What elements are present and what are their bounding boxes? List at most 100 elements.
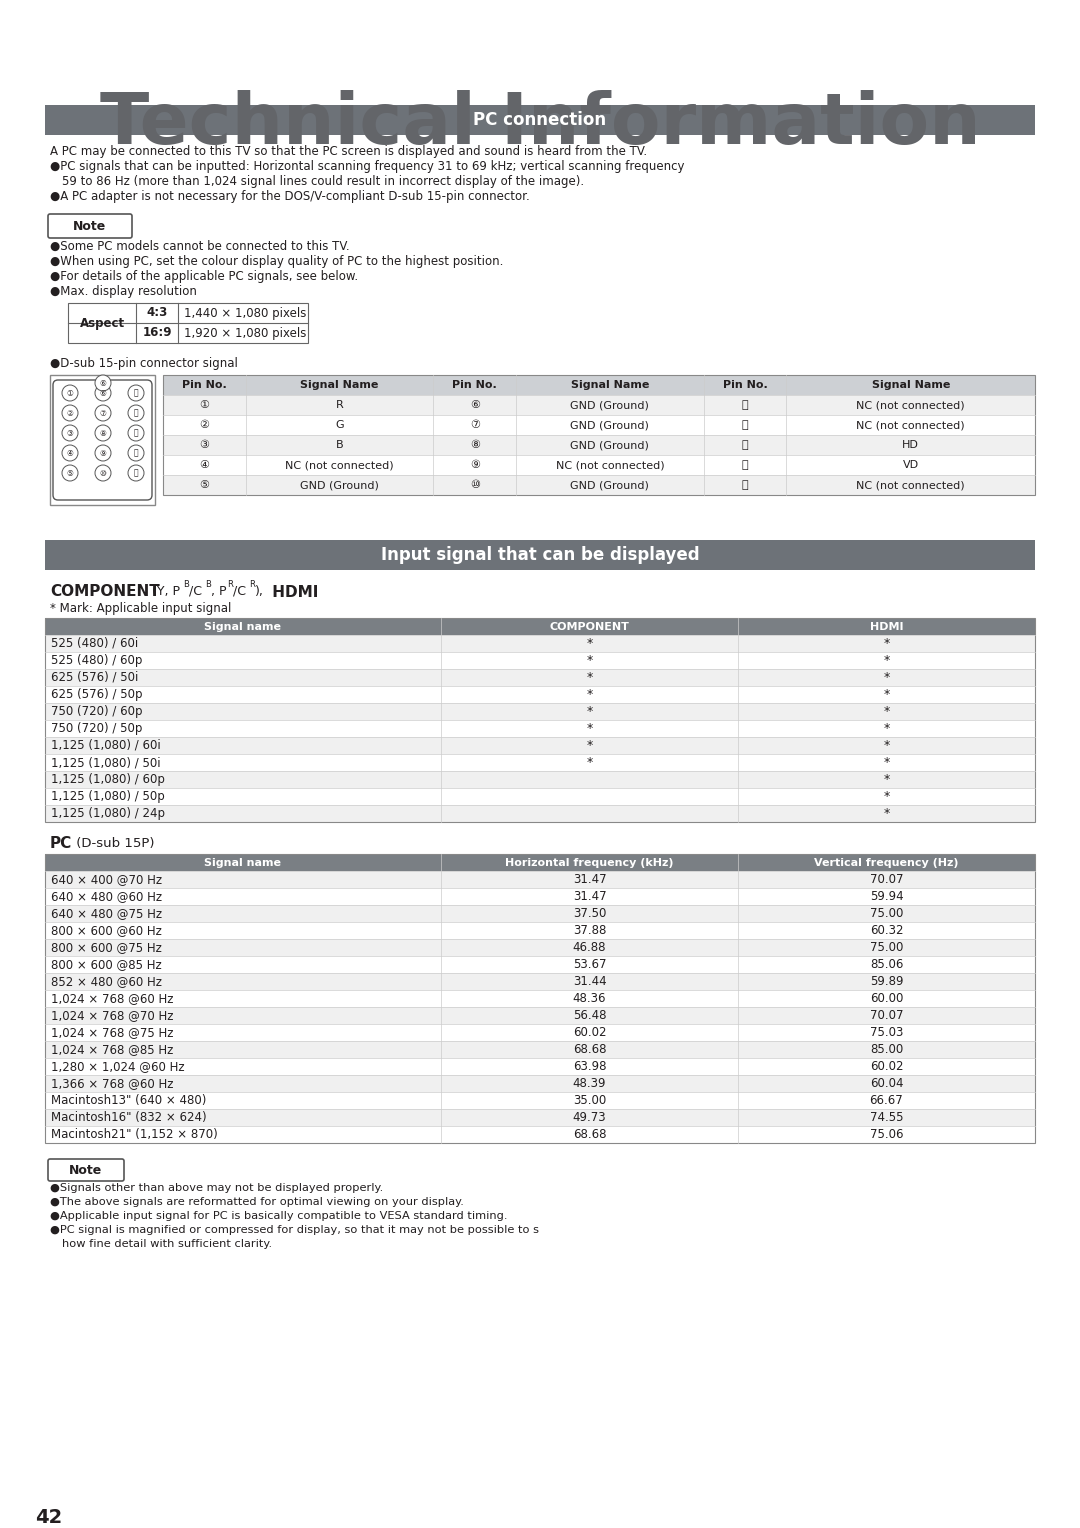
Text: 53.67: 53.67 (572, 958, 606, 970)
Text: ●For details of the applicable PC signals, see below.: ●For details of the applicable PC signal… (50, 270, 359, 283)
Text: 1,440 × 1,080 pixels: 1,440 × 1,080 pixels (184, 307, 307, 319)
Text: 46.88: 46.88 (572, 941, 606, 953)
Text: 37.50: 37.50 (572, 908, 606, 920)
Text: 1,125 (1,080) / 60p: 1,125 (1,080) / 60p (51, 773, 165, 785)
Text: HDMI: HDMI (267, 585, 319, 601)
Text: 31.47: 31.47 (572, 889, 606, 903)
Text: ⑪: ⑪ (134, 388, 138, 397)
Text: HDMI: HDMI (869, 622, 903, 631)
Circle shape (62, 425, 78, 442)
Text: *: * (883, 790, 890, 804)
Text: ●PC signals that can be inputted: Horizontal scanning frequency 31 to 69 kHz; ve: ●PC signals that can be inputted: Horizo… (50, 160, 685, 173)
Text: Macintosh21" (1,152 × 870): Macintosh21" (1,152 × 870) (51, 1128, 218, 1141)
Text: 852 × 480 @60 Hz: 852 × 480 @60 Hz (51, 975, 162, 989)
Text: ②: ② (67, 408, 73, 417)
Text: 70.07: 70.07 (869, 1008, 903, 1022)
Bar (163, 416, 1035, 435)
Text: 85.00: 85.00 (869, 1044, 903, 1056)
Bar (45, 539, 1035, 570)
Text: 59 to 86 Hz (more than 1,024 signal lines could result in incorrect display of t: 59 to 86 Hz (more than 1,024 signal line… (62, 176, 584, 188)
Text: * Mark: Applicable input signal: * Mark: Applicable input signal (50, 602, 231, 614)
Circle shape (95, 445, 111, 461)
Text: Input signal that can be displayed: Input signal that can be displayed (380, 545, 700, 564)
Text: ⑥: ⑥ (99, 388, 107, 397)
Text: NC (not connected): NC (not connected) (856, 480, 966, 490)
Bar (45, 871, 1035, 888)
Circle shape (129, 465, 144, 481)
Text: *: * (883, 740, 890, 752)
Text: G: G (335, 420, 343, 429)
Text: R: R (249, 581, 255, 588)
Text: 800 × 600 @75 Hz: 800 × 600 @75 Hz (51, 941, 162, 953)
Circle shape (95, 374, 111, 391)
Text: (Y, P: (Y, P (148, 585, 180, 597)
Bar (45, 105, 1035, 134)
Text: ⑳: ⑳ (742, 440, 748, 451)
Bar (45, 805, 1035, 822)
Text: ⑭: ⑭ (134, 449, 138, 457)
Text: GND (Ground): GND (Ground) (570, 400, 649, 410)
Text: 68.68: 68.68 (572, 1128, 606, 1141)
Text: 59.94: 59.94 (869, 889, 903, 903)
Circle shape (129, 445, 144, 461)
Text: GND (Ground): GND (Ground) (570, 420, 649, 429)
Text: 625 (576) / 50p: 625 (576) / 50p (51, 688, 143, 701)
Bar (45, 636, 1035, 652)
Text: Note: Note (69, 1163, 103, 1177)
Text: GND (Ground): GND (Ground) (300, 480, 379, 490)
Bar (45, 686, 1035, 703)
Text: GND (Ground): GND (Ground) (570, 440, 649, 451)
Circle shape (95, 405, 111, 422)
Text: ⑵: ⑵ (742, 480, 748, 490)
Text: *: * (586, 671, 593, 685)
Text: 59.89: 59.89 (869, 975, 903, 989)
Bar (68, 303, 308, 342)
Text: 1,366 × 768 @60 Hz: 1,366 × 768 @60 Hz (51, 1077, 174, 1089)
Text: 70.07: 70.07 (869, 872, 903, 886)
Text: how fine detail with sufficient clarity.: how fine detail with sufficient clarity. (62, 1239, 272, 1248)
Text: *: * (883, 807, 890, 821)
Circle shape (62, 465, 78, 481)
Text: *: * (883, 723, 890, 735)
Text: 68.68: 68.68 (572, 1044, 606, 1056)
Text: 1,125 (1,080) / 60i: 1,125 (1,080) / 60i (51, 740, 161, 752)
Text: R: R (227, 581, 233, 588)
Text: COMPONENT: COMPONENT (50, 584, 160, 599)
Bar (45, 788, 1035, 805)
Bar (163, 374, 1035, 495)
Text: *: * (586, 740, 593, 752)
Text: 60.02: 60.02 (572, 1025, 606, 1039)
Circle shape (62, 405, 78, 422)
Text: , P: , P (211, 585, 227, 597)
Text: Vertical frequency (Hz): Vertical frequency (Hz) (814, 857, 959, 868)
Text: Signal name: Signal name (204, 857, 282, 868)
Text: Signal Name: Signal Name (872, 380, 950, 390)
Text: *: * (586, 637, 593, 649)
Text: 4:3: 4:3 (147, 307, 167, 319)
Text: GND (Ground): GND (Ground) (570, 480, 649, 490)
Text: 31.47: 31.47 (572, 872, 606, 886)
Text: ●PC signal is magnified or compressed for display, so that it may not be possibl: ●PC signal is magnified or compressed fo… (50, 1225, 539, 1235)
Text: B: B (336, 440, 343, 451)
Bar (163, 396, 1035, 416)
Text: 60.00: 60.00 (869, 992, 903, 1005)
Circle shape (129, 385, 144, 400)
Text: *: * (883, 654, 890, 668)
Bar (163, 435, 1035, 455)
Text: 525 (480) / 60i: 525 (480) / 60i (51, 637, 138, 649)
Text: Signal Name: Signal Name (570, 380, 649, 390)
Text: 75.00: 75.00 (869, 908, 903, 920)
Text: 75.00: 75.00 (869, 941, 903, 953)
Bar (45, 1093, 1035, 1109)
Text: ⑦: ⑦ (99, 408, 107, 417)
Text: 1,024 × 768 @75 Hz: 1,024 × 768 @75 Hz (51, 1025, 174, 1039)
Text: 1,024 × 768 @70 Hz: 1,024 × 768 @70 Hz (51, 1008, 174, 1022)
Bar (45, 617, 1035, 822)
Text: 640 × 480 @75 Hz: 640 × 480 @75 Hz (51, 908, 162, 920)
Text: ⑱: ⑱ (742, 400, 748, 410)
Bar (45, 1024, 1035, 1041)
Text: 1,125 (1,080) / 50p: 1,125 (1,080) / 50p (51, 790, 165, 804)
Text: ●Signals other than above may not be displayed properly.: ●Signals other than above may not be dis… (50, 1183, 383, 1193)
Text: Pin No.: Pin No. (453, 380, 497, 390)
Text: 1,125 (1,080) / 50i: 1,125 (1,080) / 50i (51, 756, 161, 769)
